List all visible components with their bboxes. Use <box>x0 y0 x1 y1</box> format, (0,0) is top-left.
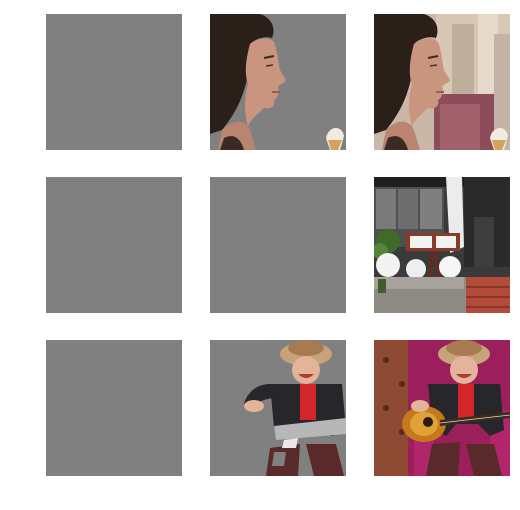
storefront-full-photo <box>374 177 510 313</box>
woman-full-photo <box>374 14 510 150</box>
woman-masked-photo <box>210 14 346 150</box>
tile-r3-c2-guitarist-mask <box>210 340 346 476</box>
guitarist-masked-photo <box>210 340 346 476</box>
tile-r2-c2-gray-empty <box>210 177 346 313</box>
tile-r3-c3-guitarist-photo <box>374 340 510 476</box>
tile-r1-c3-woman-photo <box>374 14 510 150</box>
tile-r1-c2-woman-mask <box>210 14 346 150</box>
tile-r2-c3-storefront-photo <box>374 177 510 313</box>
tile-r3-c1-gray-empty <box>46 340 182 476</box>
guitarist-full-photo <box>374 340 510 476</box>
tile-r1-c1-gray-empty <box>46 14 182 150</box>
tile-r2-c1-gray-empty <box>46 177 182 313</box>
